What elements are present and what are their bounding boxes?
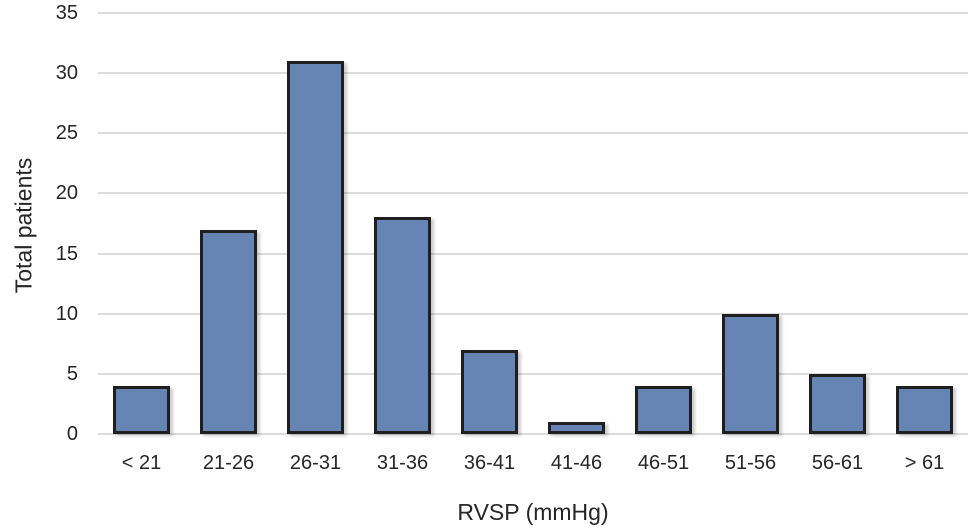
gridline-y-10 bbox=[98, 312, 968, 315]
gridline-y-35 bbox=[98, 12, 968, 14]
y-tick-label-10: 10 bbox=[55, 302, 78, 325]
x-axis-title: RVSP (mmHg) bbox=[457, 499, 609, 525]
x-tick-label-41-46: 41-46 bbox=[550, 452, 603, 474]
gridline-y-5 bbox=[98, 372, 968, 375]
y-tick-label-5: 5 bbox=[66, 362, 78, 385]
y-tick-label-15: 15 bbox=[55, 242, 78, 265]
x-tick-label-31-36: 31-36 bbox=[376, 452, 429, 474]
bar-46-51 bbox=[635, 386, 692, 434]
gridline-y-30 bbox=[98, 72, 968, 75]
x-tick-label-51-56: 51-56 bbox=[724, 452, 777, 474]
x-tick-label-26-31: 26-31 bbox=[289, 452, 342, 474]
bar-56-61 bbox=[809, 374, 866, 434]
bar-51-56 bbox=[722, 314, 779, 434]
bar-21-26 bbox=[200, 230, 257, 434]
x-tick-label-21-26: 21-26 bbox=[202, 452, 255, 474]
bar-41-46 bbox=[548, 422, 605, 434]
x-tick-label-56-61: 56-61 bbox=[811, 452, 864, 474]
bar-<21 bbox=[113, 386, 170, 434]
bar->61 bbox=[896, 386, 953, 434]
bar-26-31 bbox=[287, 61, 344, 434]
gridline-y-15 bbox=[98, 252, 968, 255]
y-tick-label-25: 25 bbox=[55, 122, 78, 145]
x-tick-label-46-51: 46-51 bbox=[637, 452, 690, 474]
y-axis-title: Total patients bbox=[10, 157, 37, 294]
bar-36-41 bbox=[461, 350, 518, 434]
y-tick-label-0: 0 bbox=[66, 423, 78, 445]
plot-area bbox=[98, 12, 968, 435]
y-tick-label-30: 30 bbox=[55, 62, 78, 85]
x-tick-label-<21: < 21 bbox=[121, 452, 162, 474]
gridline-y-20 bbox=[98, 192, 968, 195]
bar-31-36 bbox=[374, 217, 431, 434]
y-tick-label-20: 20 bbox=[55, 182, 78, 205]
x-tick-label-36-41: 36-41 bbox=[463, 452, 516, 474]
y-tick-label-35: 35 bbox=[55, 2, 78, 24]
gridline-y-25 bbox=[98, 132, 968, 135]
x-tick-label->61: > 61 bbox=[904, 452, 945, 474]
gridline-y-0 bbox=[98, 433, 968, 435]
